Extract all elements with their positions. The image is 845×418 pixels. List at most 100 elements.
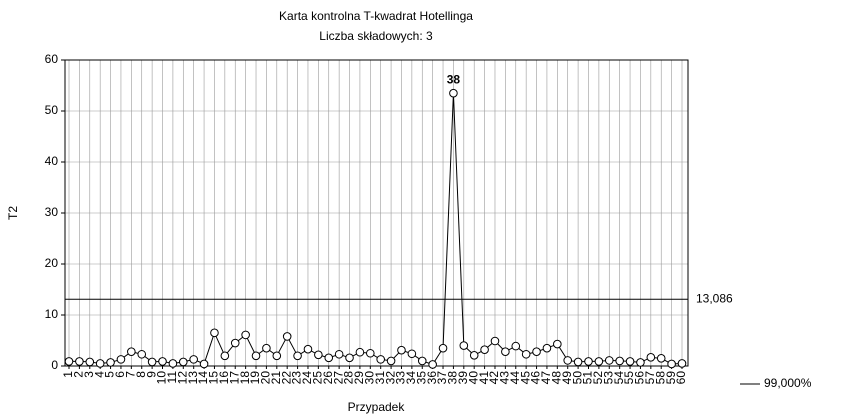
x-tick-label: 21 [269,371,283,385]
data-point [636,358,645,367]
data-point [625,357,635,366]
data-point [85,357,95,367]
data-point [438,343,448,353]
x-tick-label: 32 [383,371,397,385]
x-tick-label: 10 [155,371,169,385]
x-tick-label: 6 [113,371,127,378]
y-tick-label: 0 [51,358,58,372]
x-tick-label: 7 [124,371,138,378]
data-point [303,344,313,354]
x-tick-label: 30 [362,371,376,385]
x-tick-label: 58 [653,371,667,385]
x-tick-label: 11 [165,371,179,384]
data-point [417,356,427,366]
x-tick-label: 28 [342,371,356,385]
point-annotation: 38 [447,72,461,86]
x-tick-label: 34 [404,371,418,385]
x-tick-label: 13 [186,371,200,385]
x-tick-label: 8 [134,371,148,378]
data-point [137,349,147,359]
data-point [220,351,230,361]
data-point [199,359,209,369]
x-tick-label: 42 [487,371,501,385]
data-point [376,355,385,364]
y-tick-label: 50 [45,103,59,117]
x-tick-label: 33 [394,371,408,385]
data-point [501,347,510,357]
data-point [293,351,302,361]
y-tick-label: 60 [45,52,59,66]
x-tick-label: 18 [238,371,252,385]
x-tick-label: 57 [643,371,657,385]
x-tick-label: 4 [92,371,106,378]
data-point [532,347,541,357]
x-tick-label: 27 [331,371,345,385]
x-tick-label: 37 [435,371,449,385]
x-tick-label: 52 [591,371,605,385]
x-tick-label: 12 [175,371,189,385]
data-point [241,330,250,340]
x-tick-label: 26 [321,371,335,385]
data-point [511,341,521,351]
data-point [490,336,500,346]
data-point [178,357,188,367]
y-tick-label: 20 [45,256,59,270]
data-point [230,338,240,348]
x-tick-label: 41 [477,371,491,385]
x-tick-label: 40 [466,371,480,385]
data-point [480,345,489,354]
data-point [667,359,676,369]
legend-label: 99,000% [764,376,812,390]
x-tick-label: 60 [674,371,688,385]
data-point [116,355,126,364]
data-point [210,328,219,338]
x-tick-label: 38 [446,371,460,385]
x-tick-label: 39 [456,371,470,385]
chart-subtitle: Liczba składowych: 3 [319,29,433,43]
data-point [282,332,292,341]
x-axis-label: Przypadek [348,400,406,414]
y-tick-label: 40 [45,154,59,168]
data-point [449,88,458,98]
x-tick-label: 9 [144,371,158,378]
data-point [147,357,157,367]
x-tick-label: 36 [425,371,439,385]
x-tick-label: 20 [259,371,273,385]
chart-title: Karta kontrolna T-kwadrat Hotellinga [279,9,473,23]
data-point [95,359,105,368]
x-tick-label: 59 [664,371,678,385]
data-point [272,351,282,361]
data-point [459,341,469,350]
control-limit-label: 13,086 [696,291,733,305]
data-point [262,343,271,353]
data-point [189,355,198,364]
y-tick-label: 10 [45,307,59,321]
data-point [573,357,583,367]
data-point [168,359,178,368]
data-point [158,357,167,366]
plot-frame [64,59,689,367]
x-tick-label: 2 [72,371,86,378]
x-tick-label: 17 [227,371,241,385]
x-tick-label: 16 [217,371,231,385]
x-tick-label: 48 [549,371,563,385]
x-tick-label: 46 [529,371,543,385]
data-point [563,356,573,365]
x-tick-label: 1 [61,371,75,378]
x-tick-label: 51 [581,371,595,385]
x-tick-label: 50 [570,371,584,385]
x-tick-label: 24 [300,371,314,385]
x-tick-label: 29 [352,371,366,385]
data-point [345,353,354,363]
series-line [69,93,683,366]
data-point [615,356,624,366]
x-tick-label: 23 [290,371,304,385]
y-axis-label: T2 [6,206,20,220]
data-point [334,349,344,359]
data-point [584,357,593,366]
data-point [553,339,562,349]
data-point [355,347,365,357]
data-point [386,356,396,366]
x-tick-label: 43 [498,371,512,385]
